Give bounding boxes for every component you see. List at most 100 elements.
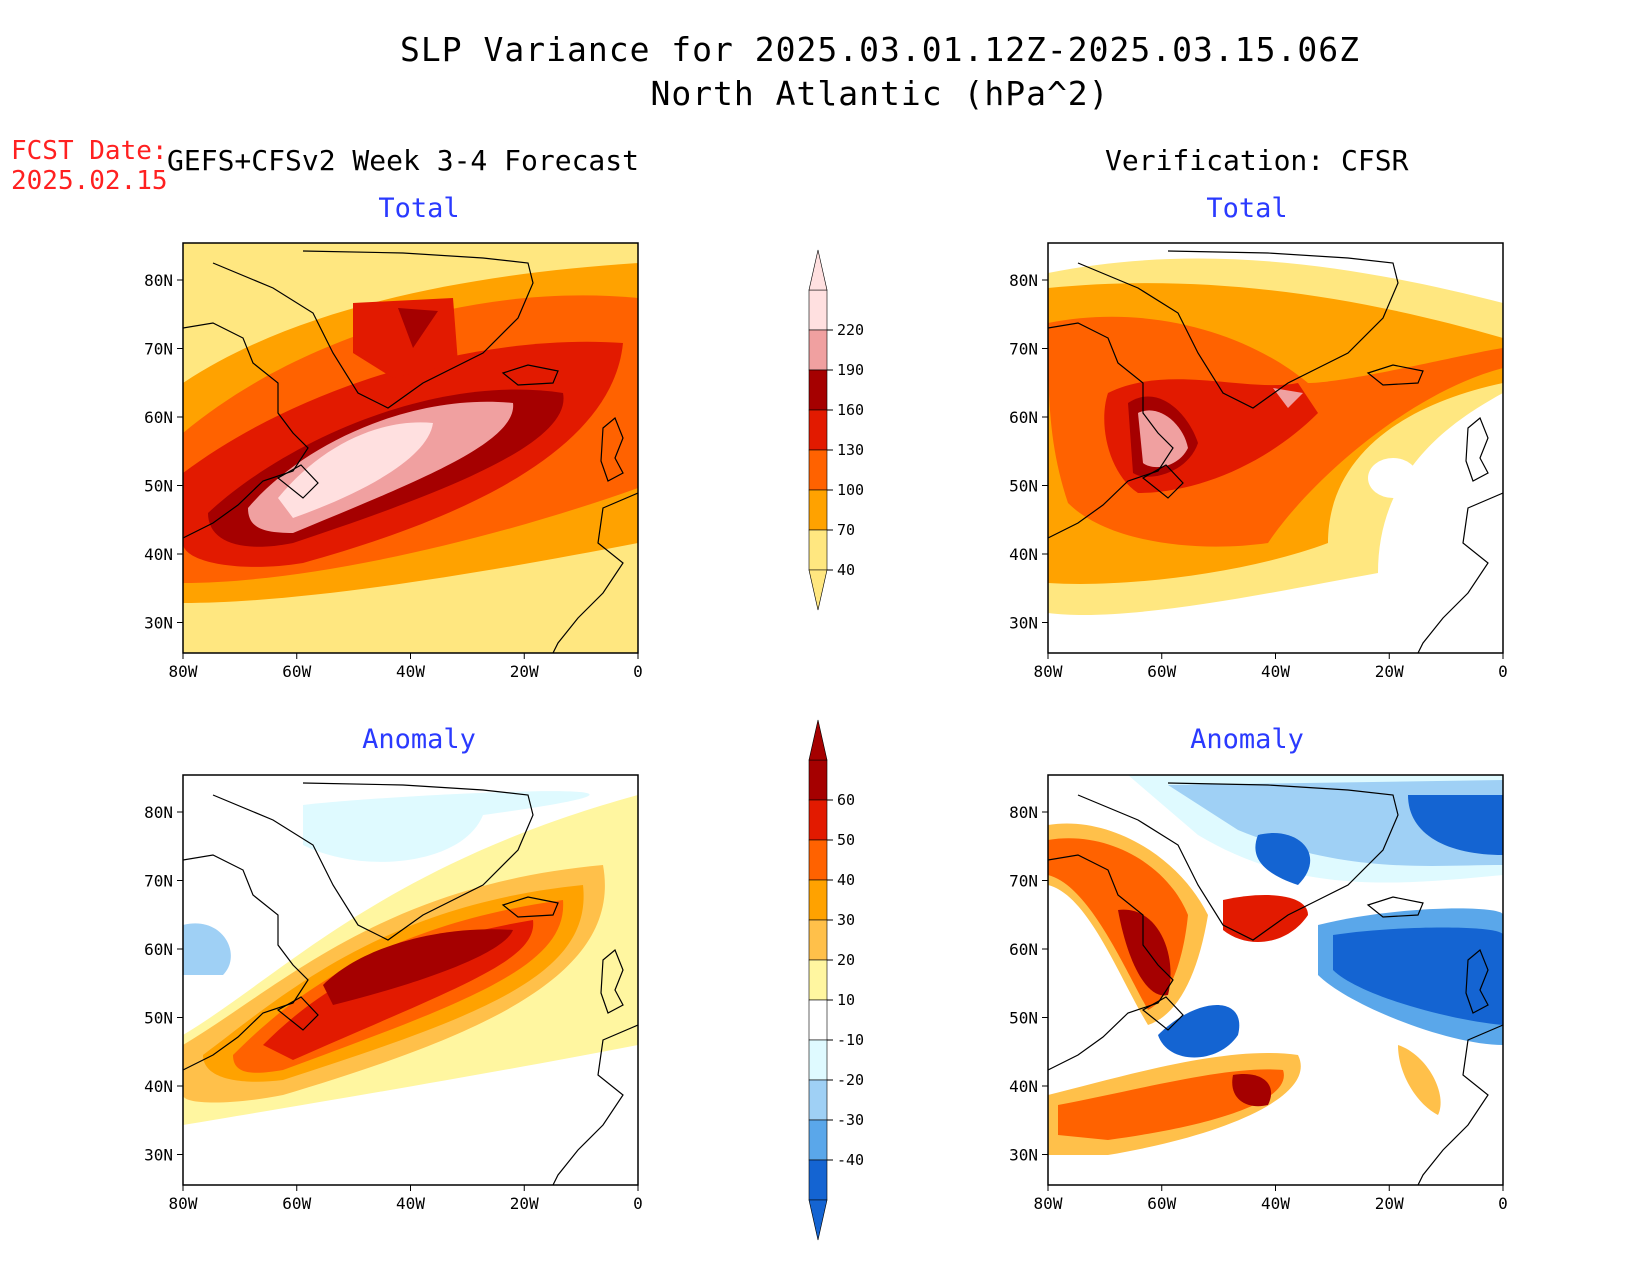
forecast-heading: GEFS+CFSv2 Week 3-4 Forecast: [167, 144, 640, 177]
lon-tick-label: 60W: [1147, 662, 1176, 681]
lat-tick-label: 70N: [1009, 340, 1038, 359]
colorbar-label: 10: [837, 991, 855, 1009]
lat-tick-label: 80N: [1009, 271, 1038, 290]
colorbar-label: -20: [837, 1071, 864, 1089]
lat-tick-label: 30N: [144, 1146, 173, 1165]
lat-tick-label: 80N: [1009, 803, 1038, 822]
lon-tick-label: 0: [633, 1194, 643, 1213]
contour-fill: [1255, 833, 1311, 885]
coastline: [212, 782, 534, 941]
lat-tick-label: 70N: [144, 872, 173, 891]
colorbar-swatch: [808, 369, 828, 411]
coastline: [1048, 854, 1174, 1071]
lat-tick-label: 30N: [1009, 614, 1038, 633]
colorbar-label: 50: [837, 831, 855, 849]
contour-fill: [1408, 795, 1503, 855]
fcst-total-map: 80W 60W 40W 20W 0 80N 70N 60N 50N 40N 30N: [144, 242, 643, 681]
lon-tick-label: 0: [1498, 662, 1508, 681]
lon-tick-label: 20W: [510, 662, 539, 681]
contour-fill: [1058, 1069, 1284, 1140]
colorbar-label: -40: [837, 1151, 864, 1169]
coastline: [1417, 492, 1503, 653]
lat-tick-label: 40N: [144, 545, 173, 564]
coastline: [1366, 364, 1424, 386]
colorbar-swatch: [808, 959, 828, 1001]
lat-tick-label: 50N: [1009, 477, 1038, 496]
lat-tick-label: 60N: [144, 408, 173, 427]
fcst-total-title: Total: [378, 193, 460, 224]
contour-fill: [1118, 909, 1171, 996]
lon-tick-label: 40W: [396, 662, 425, 681]
lon-tick-label: 80W: [169, 1194, 198, 1213]
contour-fill: [1223, 895, 1308, 942]
verification-heading: Verification: CFSR: [1105, 144, 1409, 177]
colorbar-swatch: [808, 1119, 828, 1161]
colorbar-swatch: [808, 1079, 828, 1121]
contour-fill: [398, 308, 438, 348]
coastline: [501, 896, 559, 918]
lon-tick-label: 80W: [1034, 662, 1063, 681]
lat-tick-label: 50N: [1009, 1009, 1038, 1028]
lon-tick-label: 60W: [1147, 1194, 1176, 1213]
colorbar-swatch: [808, 919, 828, 961]
colorbar-label: 160: [837, 401, 864, 419]
lon-tick-label: 20W: [510, 1194, 539, 1213]
contour-fill: [1273, 388, 1303, 408]
lat-tick-label: 40N: [1009, 545, 1038, 564]
colorbar-label: 70: [837, 521, 855, 539]
coastline: [600, 417, 624, 482]
chart-title: SLP Variance for 2025.03.01.12Z-2025.03.…: [400, 30, 1360, 69]
lon-tick-label: 60W: [282, 662, 311, 681]
coastline: [1141, 996, 1184, 1031]
lat-tick-label: 40N: [1009, 1077, 1038, 1096]
lon-tick-label: 80W: [1034, 1194, 1063, 1213]
coastline: [276, 464, 319, 499]
colorbar-swatch: [808, 1159, 828, 1201]
verif-anomaly-map: 80W 60W 40W 20W 0 80N 70N 60N 50N 40N 30N: [1009, 774, 1508, 1213]
total-colorbar: 220 190 160 130 100 70 40: [808, 249, 864, 611]
colorbar-swatch: [808, 529, 828, 571]
fcst-anomaly-title: Anomaly: [362, 724, 476, 755]
colorbar-swatch: [808, 409, 828, 451]
lat-tick-label: 60N: [1009, 408, 1038, 427]
lon-tick-label: 60W: [282, 1194, 311, 1213]
coastline: [1077, 250, 1399, 409]
colorbar-label: 40: [837, 871, 855, 889]
coastline: [1417, 1024, 1503, 1185]
verif-total-map: 80W 60W 40W 20W 0 80N 70N 60N 50N 40N 30N: [1009, 242, 1508, 681]
colorbar-label: 40: [837, 561, 855, 579]
colorbar-label: 20: [837, 951, 855, 969]
coastline: [1141, 464, 1184, 499]
contour-fill: [323, 929, 513, 1005]
colorbar-swatch: [808, 839, 828, 881]
fcst-date-label: FCST Date:: [11, 136, 168, 166]
colorbar-swatch: [808, 489, 828, 531]
lon-tick-label: 80W: [169, 662, 198, 681]
colorbar-swatch: [808, 1039, 828, 1081]
coastline: [1465, 417, 1489, 482]
colorbar-swatch: [808, 329, 828, 371]
fcst-anomaly-map: 80W 60W 40W 20W 0 80N 70N 60N 50N 40N 30N: [144, 774, 643, 1213]
colorbar-label: 60: [837, 791, 855, 809]
lon-tick-label: 20W: [1375, 662, 1404, 681]
contour-fill: [1368, 458, 1418, 498]
lon-tick-label: 40W: [1261, 1194, 1290, 1213]
contour-fill: [183, 923, 231, 975]
colorbar-swatch: [808, 799, 828, 841]
lat-tick-label: 30N: [1009, 1146, 1038, 1165]
colorbar-label: -10: [837, 1031, 864, 1049]
colorbar-swatch: [808, 289, 828, 331]
coastline: [183, 854, 309, 1071]
lat-tick-label: 60N: [144, 940, 173, 959]
lat-tick-label: 50N: [144, 477, 173, 496]
colorbar-swatch: [808, 449, 828, 491]
verif-total-title: Total: [1206, 193, 1288, 224]
colorbar-label: -30: [837, 1111, 864, 1129]
coastline: [1465, 949, 1489, 1014]
anomaly-colorbar: 60 50 40 30 20 10 -10 -20 -30 -40: [808, 719, 864, 1241]
contour-fill: [1333, 927, 1503, 1025]
colorbar-label: 100: [837, 481, 864, 499]
lat-tick-label: 60N: [1009, 940, 1038, 959]
coastline: [501, 364, 559, 386]
chart-subtitle: North Atlantic (hPa^2): [650, 74, 1110, 113]
